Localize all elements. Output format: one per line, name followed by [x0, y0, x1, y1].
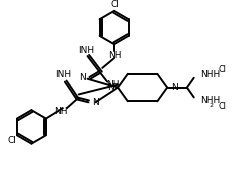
Text: INH: INH: [55, 70, 71, 79]
Text: NH: NH: [54, 107, 68, 116]
Text: Cl: Cl: [218, 102, 226, 111]
Text: Cl: Cl: [8, 136, 16, 145]
Text: N: N: [79, 73, 86, 82]
Text: NH: NH: [106, 80, 120, 89]
Text: NH: NH: [108, 51, 122, 60]
Text: INH: INH: [78, 46, 94, 55]
Text: N: N: [92, 98, 99, 107]
Text: NHH: NHH: [200, 70, 220, 79]
Text: NHH: NHH: [200, 96, 220, 105]
Text: N: N: [171, 83, 178, 92]
Text: Cl: Cl: [218, 65, 226, 74]
Text: 2: 2: [209, 103, 213, 108]
Text: Cl: Cl: [111, 0, 119, 10]
Text: N: N: [107, 83, 114, 92]
